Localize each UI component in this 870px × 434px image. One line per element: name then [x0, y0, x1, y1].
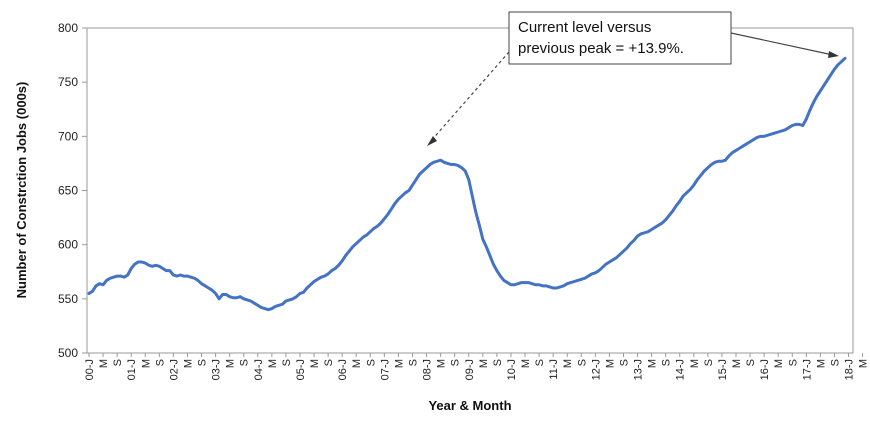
x-tick-label: 03-J	[211, 359, 223, 380]
x-tick-label: M	[773, 359, 785, 368]
y-tick-label: 750	[58, 75, 78, 89]
x-tick-label: 14-J	[675, 359, 687, 380]
x-tick-label: S	[661, 359, 673, 366]
x-tick-label: M	[393, 359, 405, 368]
annotation-arrow-current	[730, 32, 834, 56]
x-tick-label: 05-J	[295, 359, 307, 380]
x-tick-label: S	[745, 359, 757, 366]
x-tick-label: M	[309, 359, 321, 368]
x-tick-label: M	[689, 359, 701, 368]
x-tick-label: 10-J	[506, 359, 518, 380]
x-axis-ticks: 00-J M S 01-J M S 02-J M S 03-J M S 04-J M S 05-J M S 06-J…	[84, 353, 870, 380]
annotation-line-1: Current level versus	[518, 19, 651, 36]
x-tick-label: 09-J	[464, 359, 476, 380]
annotation-box	[508, 11, 732, 65]
x-tick-label: S	[197, 359, 209, 366]
x-tick-label: 16-J	[759, 359, 771, 380]
y-axis-ticks: 500 550 600 650 700 750 800	[58, 21, 87, 360]
y-tick-label: 600	[58, 238, 78, 252]
x-tick-label: 01-J	[126, 359, 138, 380]
x-tick-label: 00-J	[84, 359, 96, 380]
x-tick-label: S	[239, 359, 251, 366]
x-tick-label: 11-J	[548, 359, 560, 380]
y-tick-label: 650	[58, 184, 78, 198]
y-tick-label: 700	[58, 129, 78, 143]
x-tick-label: 12-J	[590, 359, 602, 380]
x-tick-label: 04-J	[253, 359, 265, 380]
x-tick-label: 18-J	[844, 359, 856, 380]
x-tick-label: 06-J	[337, 359, 349, 380]
x-tick-label: S	[703, 359, 715, 366]
x-tick-label: M	[562, 359, 574, 368]
x-tick-label: 13-J	[633, 359, 645, 380]
x-tick-label: S	[492, 359, 504, 366]
x-tick-label: M	[647, 359, 659, 368]
x-tick-label: 08-J	[422, 359, 434, 380]
x-axis-title: Year & Month	[428, 398, 511, 413]
annotation-arrow-peak	[429, 51, 510, 143]
x-tick-label: M	[478, 359, 490, 368]
x-tick-label: S	[787, 359, 799, 366]
y-tick-label: 550	[58, 292, 78, 306]
x-tick-label: M	[436, 359, 448, 368]
x-tick-label: 07-J	[379, 359, 391, 380]
annotation-arrowhead-current	[828, 51, 839, 58]
annotation: Current level versus previous peak = +13…	[427, 11, 839, 146]
x-tick-label: M	[520, 359, 532, 368]
x-tick-label: M	[731, 359, 743, 368]
x-tick-label: M	[858, 359, 870, 368]
x-tick-label: 02-J	[168, 359, 180, 380]
x-tick-label: M	[604, 359, 616, 368]
x-tick-label: M	[351, 359, 363, 368]
series-line	[87, 56, 847, 312]
annotation-line-2: previous peak = +13.9%.	[518, 40, 684, 57]
y-axis-title: Number of Constrction Jobs (000s)	[14, 82, 29, 299]
annotation-arrowhead-peak	[427, 136, 437, 146]
x-tick-label: S	[281, 359, 293, 366]
x-tick-label: M	[98, 359, 110, 368]
x-tick-label: M	[182, 359, 194, 368]
x-tick-label: S	[323, 359, 335, 366]
x-tick-label: S	[450, 359, 462, 366]
x-tick-label: M	[267, 359, 279, 368]
x-tick-label: S	[407, 359, 419, 366]
x-tick-label: S	[534, 359, 546, 366]
x-tick-label: M	[140, 359, 152, 368]
x-tick-label: S	[365, 359, 377, 366]
y-tick-label: 500	[58, 346, 78, 360]
x-tick-label: M	[815, 359, 827, 368]
x-tick-label: S	[154, 359, 166, 366]
x-tick-label: 15-J	[717, 359, 729, 380]
x-tick-label: S	[576, 359, 588, 366]
y-tick-label: 800	[58, 21, 78, 35]
x-tick-label: S	[112, 359, 124, 366]
x-tick-label: M	[225, 359, 237, 368]
x-tick-label: S	[618, 359, 630, 366]
x-tick-label: S	[829, 359, 841, 366]
x-tick-label: 17-J	[801, 359, 813, 380]
